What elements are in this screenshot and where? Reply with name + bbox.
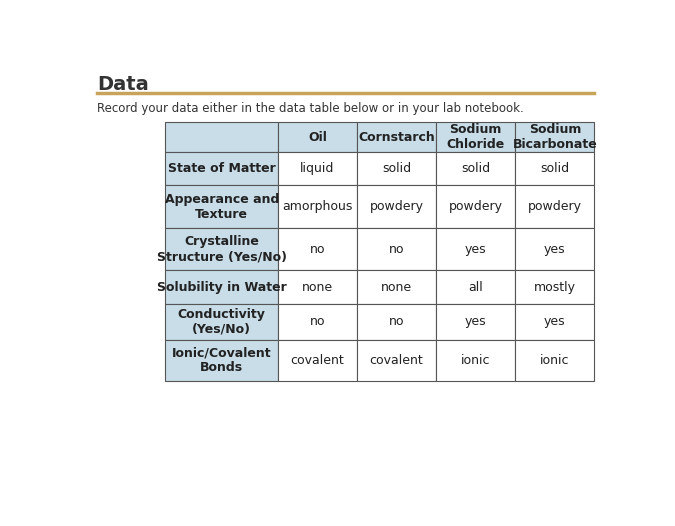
Text: Record your data either in the data table below or in your lab notebook.: Record your data either in the data tabl… xyxy=(97,102,524,115)
FancyBboxPatch shape xyxy=(436,152,515,186)
Text: solid: solid xyxy=(461,163,490,175)
FancyBboxPatch shape xyxy=(357,152,436,186)
FancyBboxPatch shape xyxy=(165,340,278,381)
FancyBboxPatch shape xyxy=(278,304,357,340)
Text: Crystalline
Structure (Yes/No): Crystalline Structure (Yes/No) xyxy=(157,235,287,263)
Text: ionic: ionic xyxy=(540,354,570,367)
Text: all: all xyxy=(468,280,483,294)
FancyBboxPatch shape xyxy=(165,186,278,228)
FancyBboxPatch shape xyxy=(165,122,278,152)
FancyBboxPatch shape xyxy=(436,228,515,270)
Text: covalent: covalent xyxy=(370,354,423,367)
Text: powdery: powdery xyxy=(528,200,582,213)
FancyBboxPatch shape xyxy=(515,270,595,304)
FancyBboxPatch shape xyxy=(165,270,278,304)
Text: yes: yes xyxy=(544,242,566,256)
FancyBboxPatch shape xyxy=(357,340,436,381)
FancyBboxPatch shape xyxy=(278,340,357,381)
FancyBboxPatch shape xyxy=(436,270,515,304)
Text: Data: Data xyxy=(97,75,149,94)
FancyBboxPatch shape xyxy=(357,304,436,340)
FancyBboxPatch shape xyxy=(165,304,278,340)
FancyBboxPatch shape xyxy=(357,122,436,152)
Text: no: no xyxy=(389,316,404,328)
Text: covalent: covalent xyxy=(291,354,344,367)
FancyBboxPatch shape xyxy=(278,122,357,152)
Text: none: none xyxy=(381,280,412,294)
Text: Sodium
Chloride: Sodium Chloride xyxy=(447,123,505,151)
Text: none: none xyxy=(302,280,333,294)
Text: yes: yes xyxy=(465,316,487,328)
Text: Conductivity
(Yes/No): Conductivity (Yes/No) xyxy=(178,308,266,336)
Text: Oil: Oil xyxy=(308,130,327,144)
FancyBboxPatch shape xyxy=(165,152,278,186)
FancyBboxPatch shape xyxy=(357,270,436,304)
Text: no: no xyxy=(389,242,404,256)
FancyBboxPatch shape xyxy=(436,304,515,340)
Text: yes: yes xyxy=(465,242,487,256)
FancyBboxPatch shape xyxy=(436,186,515,228)
FancyBboxPatch shape xyxy=(515,304,595,340)
Text: Cornstarch: Cornstarch xyxy=(358,130,435,144)
FancyBboxPatch shape xyxy=(515,228,595,270)
FancyBboxPatch shape xyxy=(436,340,515,381)
Text: Ionic/Covalent
Bonds: Ionic/Covalent Bonds xyxy=(172,347,271,375)
FancyBboxPatch shape xyxy=(165,228,278,270)
FancyBboxPatch shape xyxy=(278,186,357,228)
Text: powdery: powdery xyxy=(370,200,424,213)
Text: Solubility in Water: Solubility in Water xyxy=(157,280,287,294)
Text: no: no xyxy=(310,242,325,256)
FancyBboxPatch shape xyxy=(278,152,357,186)
Text: liquid: liquid xyxy=(300,163,335,175)
Text: amorphous: amorphous xyxy=(282,200,352,213)
FancyBboxPatch shape xyxy=(515,186,595,228)
Text: Appearance and
Texture: Appearance and Texture xyxy=(165,193,279,221)
FancyBboxPatch shape xyxy=(357,186,436,228)
Text: State of Matter: State of Matter xyxy=(168,163,275,175)
Text: Sodium
Bicarbonate: Sodium Bicarbonate xyxy=(512,123,597,151)
Text: no: no xyxy=(310,316,325,328)
Text: powdery: powdery xyxy=(449,200,503,213)
FancyBboxPatch shape xyxy=(278,270,357,304)
FancyBboxPatch shape xyxy=(436,122,515,152)
Text: yes: yes xyxy=(544,316,566,328)
FancyBboxPatch shape xyxy=(278,228,357,270)
Text: ionic: ionic xyxy=(461,354,491,367)
FancyBboxPatch shape xyxy=(515,340,595,381)
Text: solid: solid xyxy=(382,163,411,175)
FancyBboxPatch shape xyxy=(515,122,595,152)
Text: mostly: mostly xyxy=(534,280,576,294)
FancyBboxPatch shape xyxy=(515,152,595,186)
Text: solid: solid xyxy=(540,163,570,175)
FancyBboxPatch shape xyxy=(357,228,436,270)
